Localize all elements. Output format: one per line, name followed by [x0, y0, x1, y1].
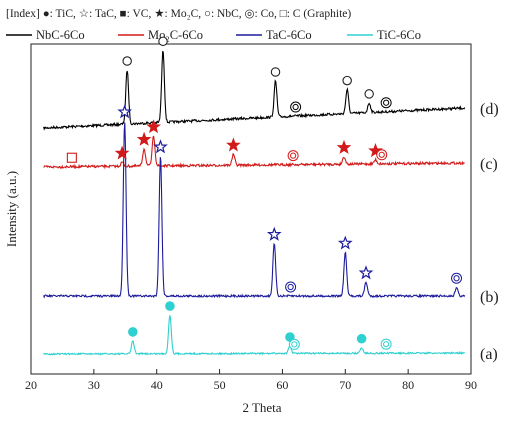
x-tick-label: 40 [151, 378, 163, 392]
peak-marker-double-circle [288, 338, 300, 350]
peak-marker-double-circle [451, 272, 463, 284]
peak-marker-open-star [358, 265, 374, 280]
y-axis-label: Intensity (a.u.) [4, 171, 19, 247]
x-tick-label: 60 [276, 378, 288, 392]
peak-marker-double-circle [285, 281, 297, 293]
trace-mo2c-6co [43, 135, 465, 170]
trace-tic-6co [43, 315, 466, 356]
peak-marker-double-circle [287, 150, 299, 162]
peak-marker-filled-star [336, 139, 352, 154]
peak-marker-filled-star [226, 137, 241, 152]
trace-nbc-6co [43, 50, 466, 131]
x-axis-label: 2 Theta [242, 400, 281, 415]
pattern-label-a: (a) [480, 346, 498, 363]
peak-marker-filled-star [146, 119, 161, 134]
x-axis: 20 30 40 50 60 70 80 90 [25, 369, 477, 392]
x-tick-label: 90 [465, 378, 477, 392]
peak-marker-open-circle [342, 75, 352, 86]
peak-marker-open-circle [270, 67, 281, 77]
x-tick-label: 70 [339, 378, 351, 392]
peak-marker-filled-circle [128, 327, 138, 337]
peak-marker-double-circle [290, 101, 302, 113]
x-tick-label: 50 [214, 378, 226, 392]
peak-marker-filled-star [114, 145, 130, 160]
phase-index-text: [Index] ●: TiC, ☆: TaC, ■: VC, ★: Mo₂C, … [6, 8, 351, 20]
peak-marker-filled-circle [356, 333, 367, 344]
peak-marker-filled-star [136, 131, 152, 146]
legend: NbC-6Co Mo₂C-6Co TaC-6Co TiC-6Co [6, 28, 421, 42]
trace-tac-6co [43, 122, 466, 299]
diffraction-traces [43, 50, 466, 356]
peak-marker-open-circle [158, 36, 168, 47]
pattern-label-c: (c) [480, 156, 498, 173]
peak-marker-open-star [117, 104, 133, 119]
pattern-labels: (d) (c) (b) (a) [480, 101, 499, 363]
legend-entry-3: TiC-6Co [377, 28, 421, 42]
pattern-label-b: (b) [480, 289, 499, 306]
plot-frame [30, 43, 472, 375]
pattern-label-d: (d) [480, 101, 499, 118]
x-tick-label: 80 [402, 378, 414, 392]
legend-entry-0: NbC-6Co [36, 28, 85, 42]
x-tick-label: 30 [88, 378, 100, 392]
peak-marker-double-circle [380, 97, 392, 109]
phase-markers [66, 36, 463, 350]
peak-marker-open-star [337, 235, 353, 250]
legend-entry-1: Mo₂C-6Co [148, 28, 203, 42]
peak-marker-open-circle [122, 56, 132, 66]
peak-marker-double-circle [376, 149, 388, 161]
peak-marker-open-circle [364, 89, 374, 99]
legend-entry-2: TaC-6Co [266, 28, 312, 42]
peak-marker-filled-circle [165, 301, 175, 311]
peak-marker-open-star [266, 226, 282, 241]
peak-marker-open-square [66, 152, 77, 163]
peak-marker-double-circle [380, 338, 392, 350]
peak-marker-filled-star [368, 143, 383, 158]
x-tick-label: 20 [25, 378, 37, 392]
peak-marker-open-star [153, 139, 168, 154]
